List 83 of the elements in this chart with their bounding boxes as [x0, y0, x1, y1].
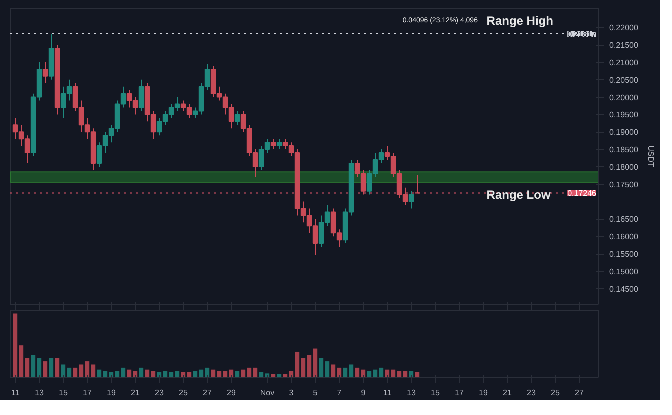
- bar: [19, 346, 24, 378]
- y-axis-title: USDT: [646, 146, 656, 168]
- candlestick: [414, 174, 420, 194]
- bar: [319, 358, 324, 378]
- bar: [91, 364, 96, 378]
- bar: [367, 371, 372, 378]
- x-tick-label: 19: [107, 388, 116, 398]
- bar: [193, 371, 198, 378]
- y-tick-label: 0.18000: [610, 162, 639, 172]
- bar: [223, 371, 228, 378]
- x-tick-label: 25: [179, 388, 188, 398]
- bar: [49, 358, 54, 378]
- y-tick-label: 0.21000: [610, 58, 639, 68]
- bar: [175, 371, 180, 378]
- bar: [103, 371, 108, 378]
- candlestick: [234, 110, 240, 126]
- x-tick-label: 21: [131, 388, 140, 398]
- x-tick-label: 5: [313, 388, 318, 398]
- bar: [313, 348, 318, 378]
- x-tick-label: 11: [383, 388, 392, 398]
- x-tick-label: 19: [479, 388, 488, 398]
- x-tick-label: 17: [83, 388, 92, 398]
- y-tick-label: 0.16000: [610, 232, 639, 242]
- bar: [79, 364, 84, 378]
- x-tick-label: 27: [575, 388, 584, 398]
- bar: [163, 371, 168, 378]
- bar: [37, 358, 42, 378]
- x-tick-label: Nov: [260, 388, 275, 398]
- ref-line-label: 0.21817: [568, 30, 598, 40]
- x-tick-label: 17: [455, 388, 464, 398]
- x-tick-label: 23: [155, 388, 164, 398]
- bar: [151, 371, 156, 378]
- candlestick: [408, 190, 414, 210]
- x-tick-label: 13: [407, 388, 416, 398]
- x-tick-label: 9: [361, 388, 366, 398]
- x-tick-label: 3: [289, 388, 294, 398]
- bar: [31, 355, 36, 378]
- bar: [349, 364, 354, 378]
- y-tick-label: 0.21500: [610, 41, 639, 50]
- bar: [235, 371, 240, 378]
- candlestick: [138, 79, 144, 112]
- bar: [13, 314, 18, 378]
- y-tick-label: 0.16500: [610, 215, 639, 224]
- x-tick-label: 23: [527, 388, 536, 398]
- y-tick-label: 0.22000: [610, 24, 639, 33]
- ref-line-label: 0.17246: [568, 189, 598, 198]
- y-tick-label: 0.19500: [610, 110, 639, 120]
- x-tick-label: 13: [35, 388, 44, 398]
- bar: [325, 362, 330, 378]
- candlestick: [42, 62, 48, 84]
- bar: [331, 364, 336, 378]
- x-tick-label: 11: [11, 388, 20, 398]
- y-tick-label: 0.18500: [610, 146, 639, 155]
- bar: [301, 358, 306, 378]
- x-tick-label: 27: [203, 388, 212, 398]
- bar: [217, 371, 222, 378]
- x-tick-label: 21: [503, 388, 512, 398]
- y-tick-label: 0.14500: [610, 284, 639, 294]
- bar: [397, 371, 402, 378]
- x-tick-label: 15: [431, 388, 440, 398]
- x-tick-label: 29: [227, 388, 236, 398]
- y-tick-label: 0.20500: [610, 76, 639, 85]
- bar: [403, 371, 408, 378]
- candlestick: [270, 138, 276, 150]
- bar: [61, 364, 66, 378]
- x-tick-label: 15: [59, 388, 68, 398]
- bar: [307, 355, 312, 378]
- y-tick-label: 0.19000: [610, 128, 639, 138]
- bar: [43, 362, 48, 378]
- bar: [115, 371, 120, 378]
- annotation: Range High: [486, 14, 554, 28]
- x-tick-label: 25: [551, 388, 560, 398]
- bar: [25, 358, 30, 378]
- y-tick-label: 0.17500: [610, 180, 639, 190]
- bar: [55, 358, 60, 378]
- y-tick-label: 0.15500: [610, 250, 639, 260]
- y-tick-label: 0.15000: [610, 267, 639, 276]
- bar: [85, 362, 90, 378]
- candlestick: [276, 138, 282, 150]
- bar: [295, 352, 300, 378]
- y-tick-label: 0.20000: [610, 93, 639, 102]
- x-tick-label: 7: [337, 388, 342, 398]
- annotation: Range Low: [486, 188, 552, 202]
